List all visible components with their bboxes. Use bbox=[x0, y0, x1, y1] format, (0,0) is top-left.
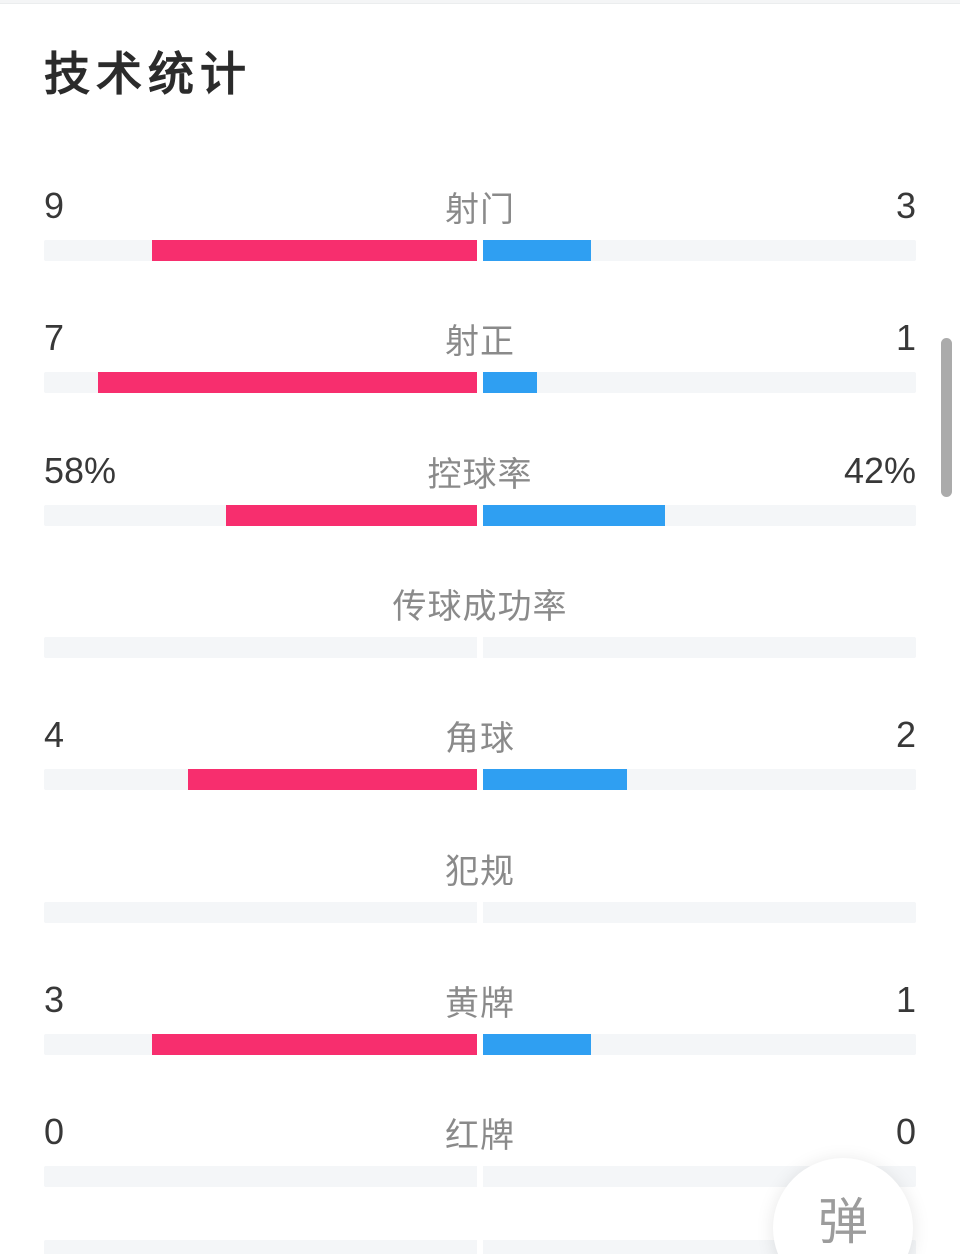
stat-row: 4 角球 2 bbox=[44, 712, 916, 790]
stat-bar bbox=[44, 637, 916, 658]
stat-bar bbox=[44, 769, 916, 790]
away-bar-track bbox=[483, 505, 916, 526]
stat-bar bbox=[44, 240, 916, 261]
away-value: 3 bbox=[895, 185, 916, 226]
stat-row: 犯规 bbox=[44, 845, 916, 923]
stat-row: 7 射正 1 bbox=[44, 315, 916, 393]
home-bar-fill bbox=[152, 240, 477, 261]
stat-bar bbox=[44, 1034, 916, 1055]
away-bar-track bbox=[483, 372, 916, 393]
stat-label: 红牌 bbox=[445, 1116, 515, 1155]
home-bar-track bbox=[44, 769, 477, 790]
away-bar-track bbox=[483, 240, 916, 261]
away-bar-fill bbox=[483, 1034, 592, 1055]
home-bar-fill bbox=[188, 769, 477, 790]
stat-label: 角球 bbox=[445, 719, 515, 758]
danmaku-button-label: 弹 bbox=[818, 1194, 868, 1250]
home-bar-track bbox=[44, 372, 477, 393]
home-bar-fill bbox=[225, 505, 477, 526]
away-value: 42% bbox=[843, 450, 916, 491]
home-value: 3 bbox=[44, 979, 65, 1020]
stat-label: 黄牌 bbox=[445, 984, 515, 1023]
stat-row: 3 黄牌 1 bbox=[44, 977, 916, 1055]
stat-label: 犯规 bbox=[445, 852, 515, 891]
stat-row-labels: 3 黄牌 1 bbox=[44, 977, 916, 1023]
stat-row-labels: 7 射正 1 bbox=[44, 315, 916, 361]
home-value: 58% bbox=[44, 450, 117, 491]
stat-row-labels: 0 红牌 0 bbox=[44, 1109, 916, 1155]
away-bar-track bbox=[483, 637, 916, 658]
away-bar-track bbox=[483, 902, 916, 923]
away-bar-fill bbox=[483, 505, 665, 526]
home-bar-track bbox=[44, 902, 477, 923]
page-title: 技术统计 bbox=[44, 48, 252, 100]
stat-label: 射正 bbox=[445, 322, 515, 361]
away-value: 2 bbox=[895, 714, 916, 755]
stat-row-labels: 9 射门 3 bbox=[44, 183, 916, 229]
away-bar-fill bbox=[483, 372, 538, 393]
home-bar-fill bbox=[152, 1034, 477, 1055]
home-bar-track bbox=[44, 240, 477, 261]
home-value: 0 bbox=[44, 1111, 65, 1152]
away-value: 1 bbox=[895, 979, 916, 1020]
home-bar-track bbox=[44, 637, 477, 658]
away-bar-track bbox=[483, 1034, 916, 1055]
home-bar-track bbox=[44, 505, 477, 526]
home-bar-track bbox=[44, 1034, 477, 1055]
home-value: 7 bbox=[44, 317, 65, 358]
scrollbar-thumb[interactable] bbox=[941, 338, 952, 497]
home-value: 4 bbox=[44, 714, 65, 755]
top-divider bbox=[0, 0, 960, 4]
away-value: 0 bbox=[895, 1111, 916, 1152]
stat-row-labels: 4 角球 2 bbox=[44, 712, 916, 758]
stat-bar bbox=[44, 372, 916, 393]
away-bar-fill bbox=[483, 769, 628, 790]
home-value: 9 bbox=[44, 185, 65, 226]
stat-row: 0 红牌 0 bbox=[44, 1109, 916, 1187]
home-bar-track bbox=[44, 1166, 477, 1187]
stat-label: 控球率 bbox=[427, 455, 533, 494]
stat-row-labels: 58% 控球率 42% bbox=[44, 448, 916, 494]
partial-home-bar-track bbox=[44, 1240, 477, 1254]
stat-label: 射门 bbox=[445, 190, 515, 229]
stat-row: 9 射门 3 bbox=[44, 183, 916, 261]
away-bar-fill bbox=[483, 240, 592, 261]
away-value: 1 bbox=[895, 317, 916, 358]
home-bar-fill bbox=[98, 372, 477, 393]
stat-bar bbox=[44, 1166, 916, 1187]
stat-row-labels: 传球成功率 bbox=[44, 580, 916, 626]
stat-row: 传球成功率 bbox=[44, 580, 916, 658]
stat-bar bbox=[44, 902, 916, 923]
stat-row-labels: 犯规 bbox=[44, 845, 916, 891]
away-bar-track bbox=[483, 769, 916, 790]
stat-label: 传球成功率 bbox=[392, 587, 568, 626]
stat-bar bbox=[44, 505, 916, 526]
stat-row: 58% 控球率 42% bbox=[44, 448, 916, 526]
